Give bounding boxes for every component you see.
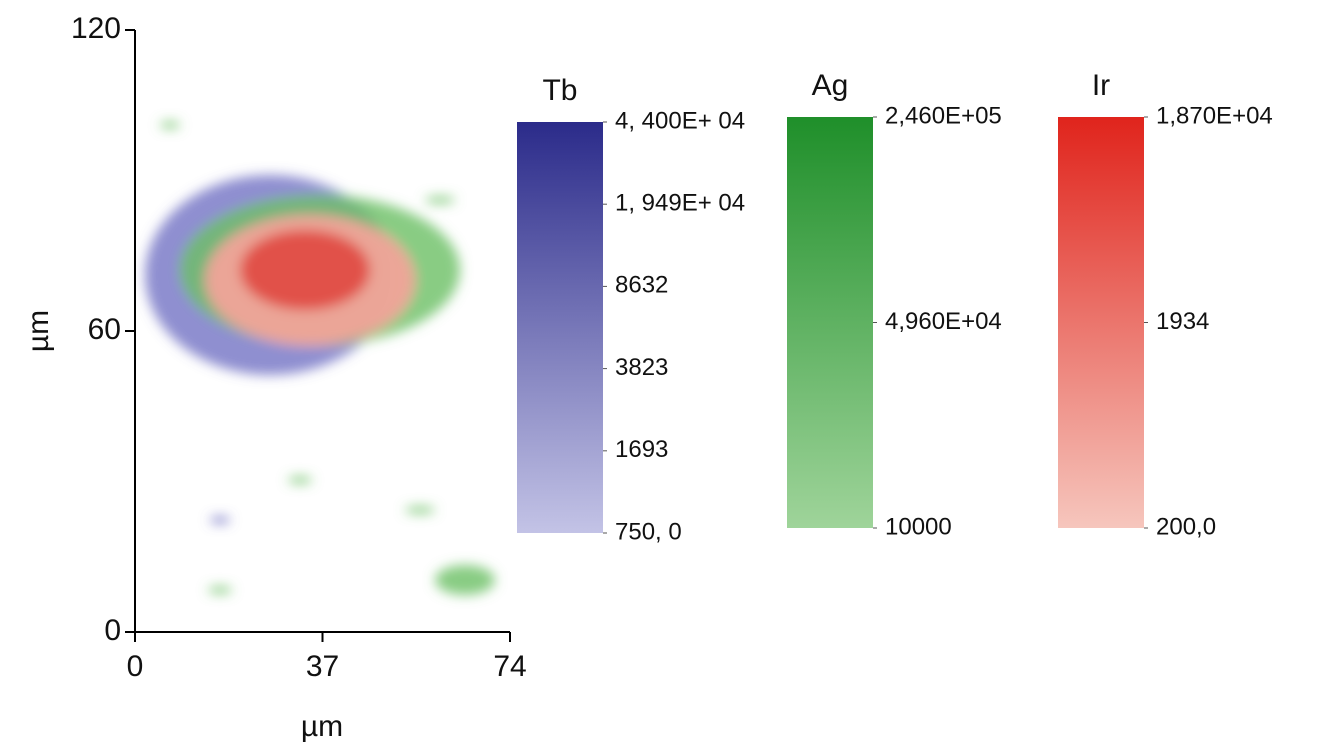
y-tick-label: 60 [88,313,121,346]
colorbar-tick-label: 1, 949E+ 04 [615,190,745,217]
colorbar-tick-label: 1693 [615,436,668,463]
colorbar-title: Ag [812,69,849,102]
x-tick-label: 74 [493,650,526,683]
colorbar-tick-label: 1934 [1156,308,1209,335]
colorbar-tick-label: 8632 [615,272,668,299]
colorbar-tick-label: 200,0 [1156,513,1216,540]
y-tick-label: 120 [71,12,121,45]
x-tick-label: 0 [127,650,144,683]
y-axis-label: µm [22,310,55,352]
colorbar [1058,117,1144,528]
colorbar-tick-label: 1,870E+04 [1156,102,1273,129]
y-tick-label: 0 [104,614,121,647]
colorbar-tick-label: 10000 [885,513,952,540]
map-image [145,122,495,595]
colorbar-tick-label: 4, 400E+ 04 [615,107,745,134]
colorbar-title: Ir [1092,69,1110,102]
colorbar-tick-label: 3823 [615,354,668,381]
colorbar-tick-label: 750, 0 [615,518,682,545]
colorbar [787,117,873,528]
x-axis-label: µm [301,710,343,743]
colorbar-tick-label: 4,960E+04 [885,308,1002,335]
x-tick-label: 37 [306,650,339,683]
colorbar-tick-label: 2,460E+05 [885,102,1002,129]
colorbar [517,122,603,533]
colorbar-title: Tb [542,74,577,107]
